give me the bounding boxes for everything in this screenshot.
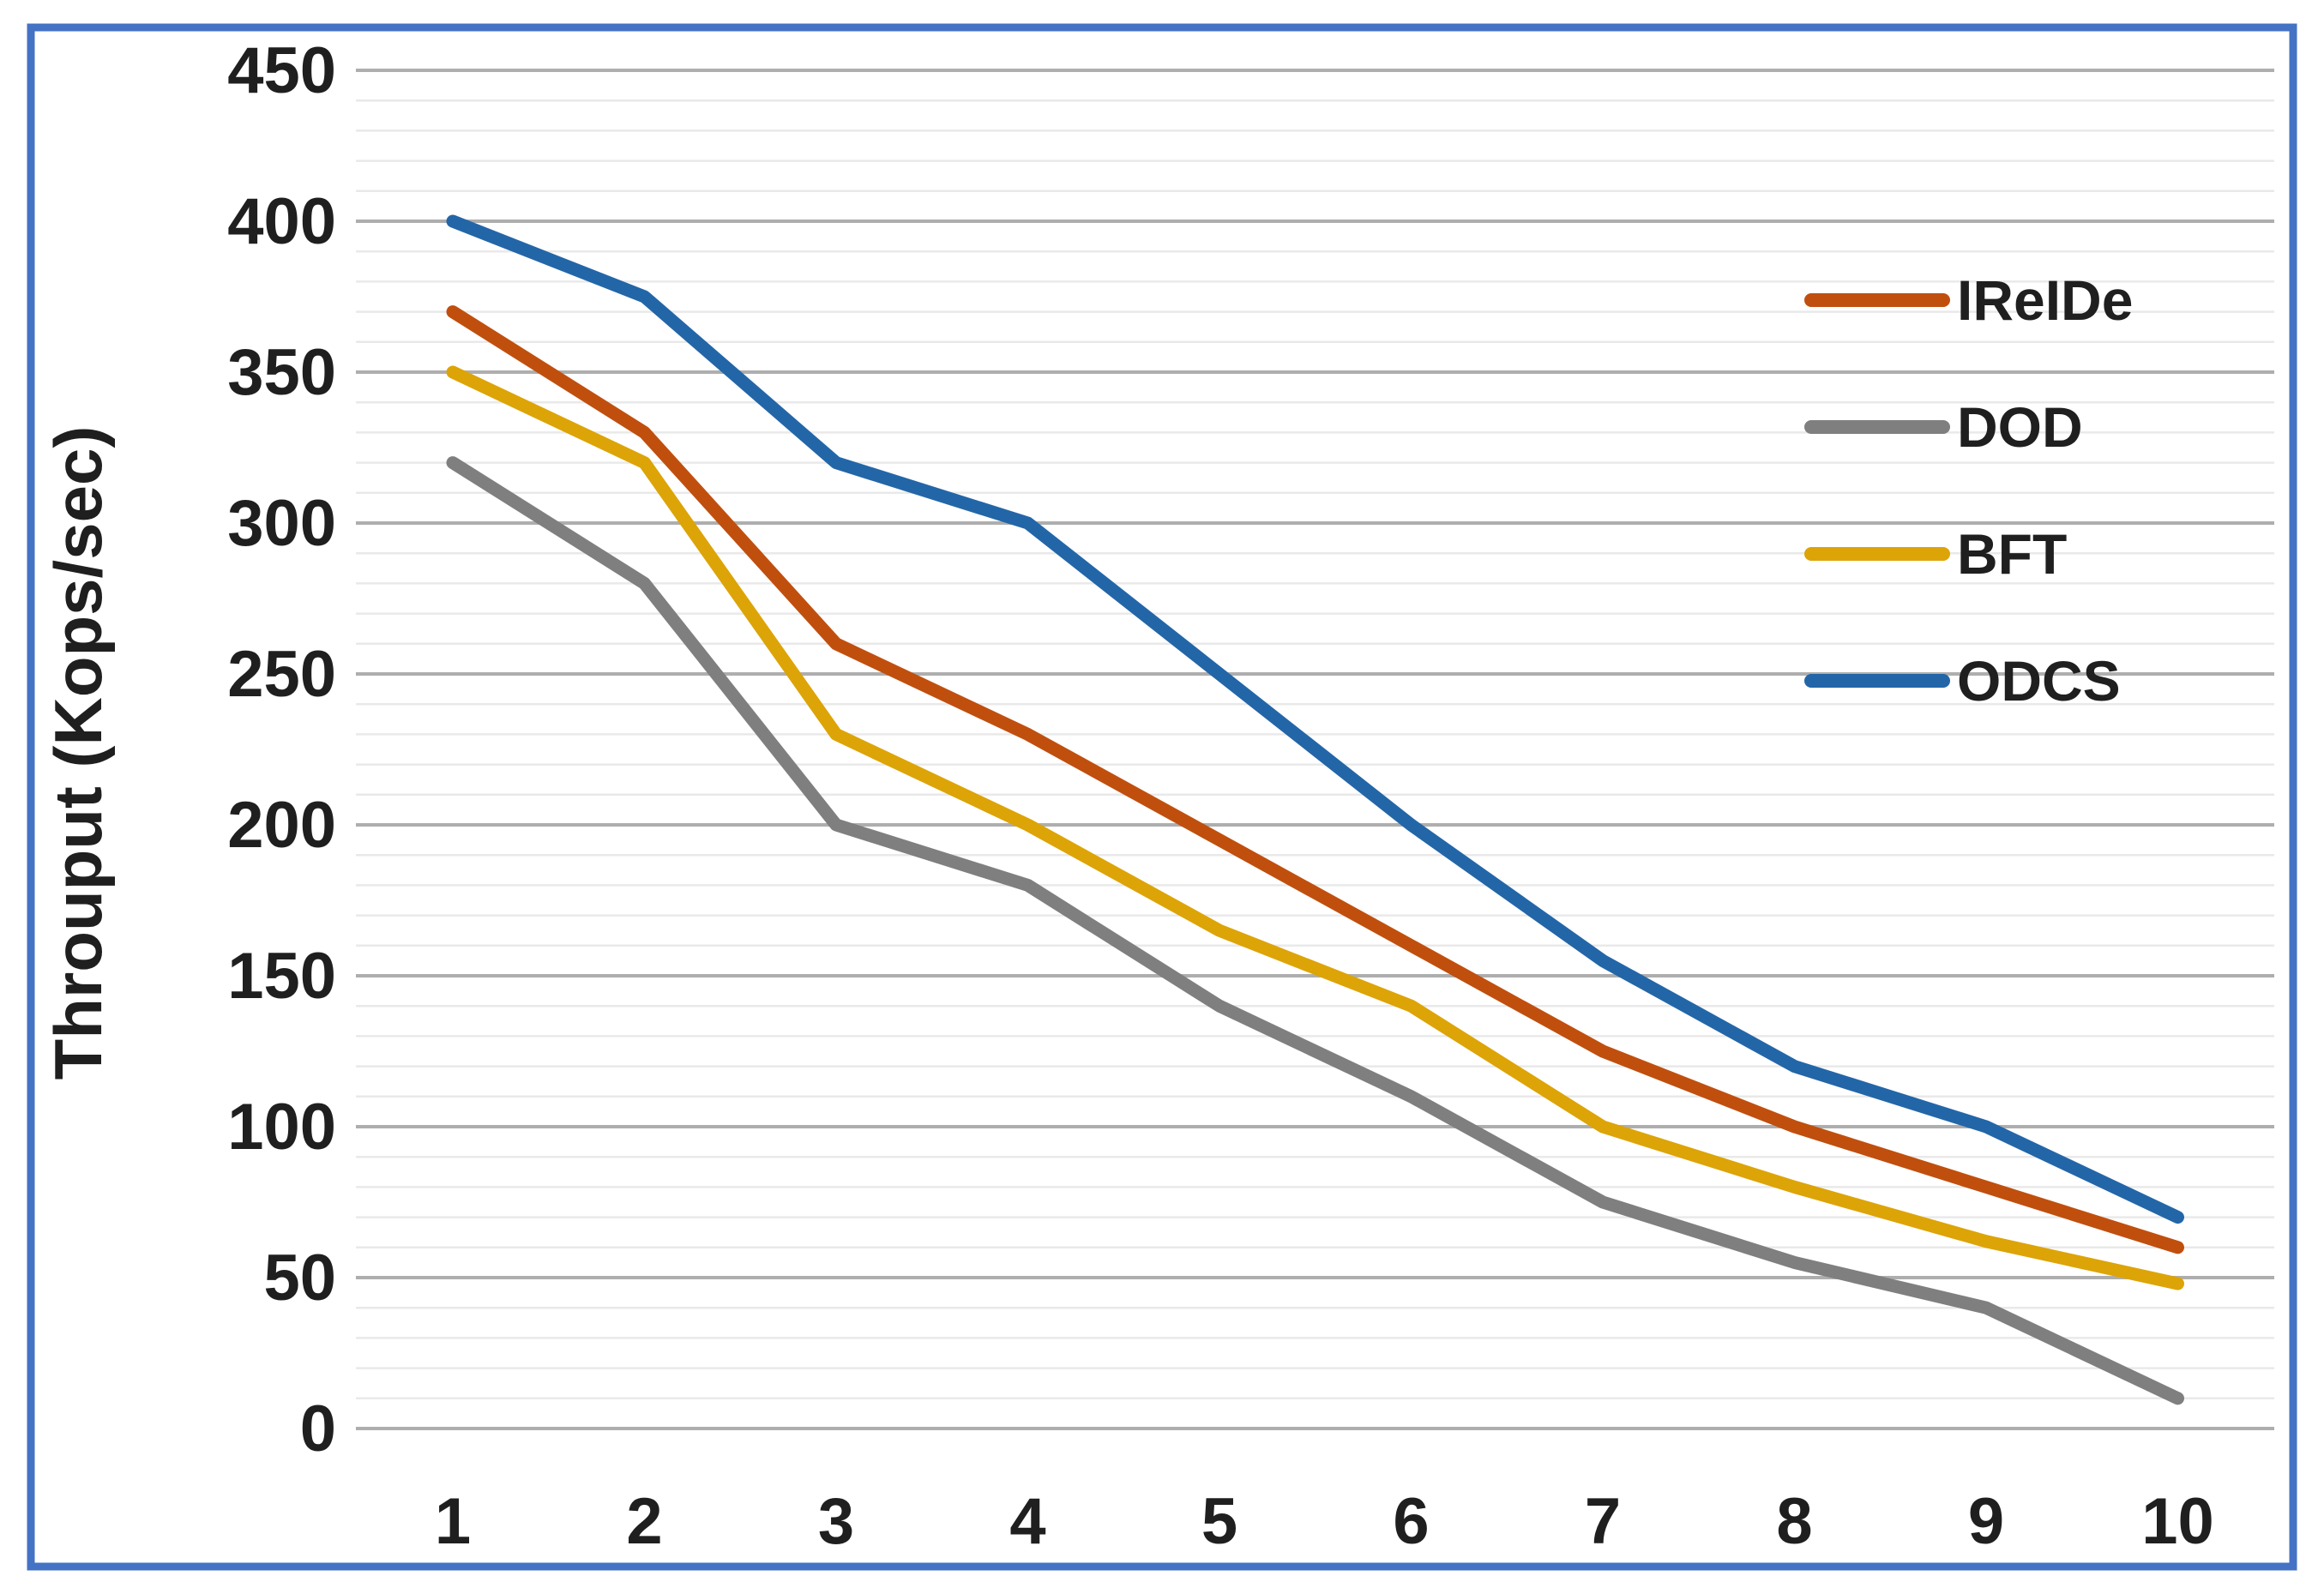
legend-label-BFT: BFT: [1957, 522, 2067, 586]
x-tick-label: 8: [1776, 1485, 1812, 1558]
y-tick-label: 300: [227, 487, 336, 560]
x-tick-label: 9: [1968, 1485, 2004, 1558]
series-line-DOD: [446, 456, 2184, 1405]
y-axis-title: Throuput (Kops/sec): [40, 426, 116, 1080]
y-tick-label: 200: [227, 789, 336, 862]
series-line-BFT: [446, 365, 2184, 1290]
y-tick-label: 400: [227, 185, 336, 258]
y-tick-label: 250: [227, 638, 336, 711]
figure-border: [27, 23, 2297, 1571]
legend-label-ODCS: ODCS: [1957, 649, 2121, 713]
legend-label-DOD: DOD: [1957, 395, 2083, 459]
x-tick-label: 3: [818, 1485, 854, 1558]
x-tick-label: 10: [2141, 1485, 2214, 1558]
y-tick-label: 350: [227, 336, 336, 409]
x-tick-label: 2: [626, 1485, 662, 1558]
x-tick-label: 4: [1009, 1485, 1045, 1558]
x-tick-label: 6: [1393, 1485, 1429, 1558]
y-tick-label: 150: [227, 940, 336, 1013]
x-tick-label: 1: [435, 1485, 471, 1558]
series-line-ODCS: [446, 214, 2184, 1224]
x-tick-label: 7: [1585, 1485, 1621, 1558]
y-tick-label: 100: [227, 1091, 336, 1164]
y-tick-label: 450: [227, 34, 336, 107]
y-tick-label: 50: [263, 1242, 336, 1314]
y-tick-label: 0: [300, 1392, 336, 1465]
legend-label-IReIDe: IReIDe: [1957, 268, 2133, 332]
x-tick-label: 5: [1201, 1485, 1237, 1558]
series-line-IReIDe: [446, 305, 2184, 1254]
